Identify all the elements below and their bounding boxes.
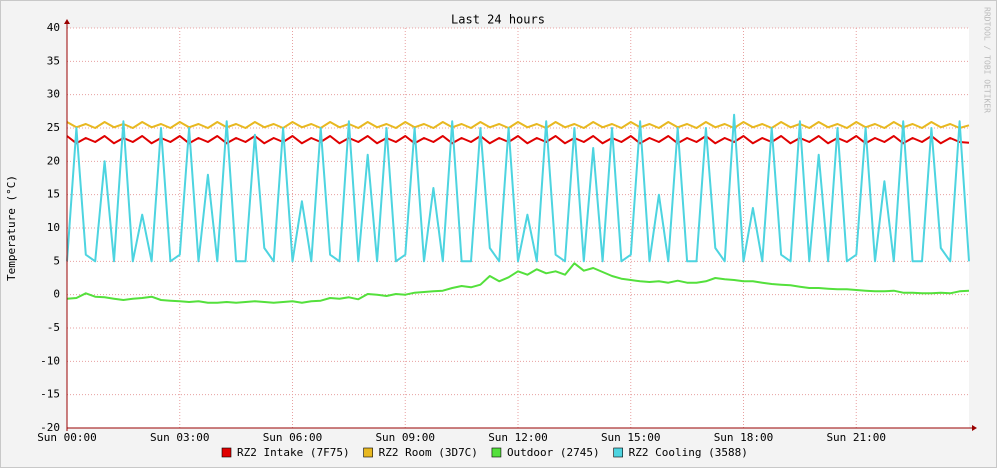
- x-tick-label: Sun 06:00: [263, 431, 323, 444]
- legend-swatch: [221, 447, 232, 458]
- x-arrow: [972, 425, 977, 431]
- lines: [66, 113, 970, 304]
- y-tick-label: 20: [47, 154, 60, 167]
- legend-label: RZ2 Intake (7F75): [237, 446, 350, 459]
- y-tick-label: 10: [47, 221, 60, 234]
- legend-label: RZ2 Room (3D7C): [379, 446, 478, 459]
- legend-label: RZ2 Cooling (3588): [629, 446, 748, 459]
- y-tick-label: 5: [53, 254, 60, 267]
- legend-swatch: [491, 447, 502, 458]
- grid: -20 -15 -10 -5 0 5 10 15 20 25 30 35 40 Sun 00:00 Sun …: [37, 21, 969, 444]
- y-tick-label: 25: [47, 121, 60, 134]
- y-tick-label: -10: [40, 354, 60, 367]
- legend-label: Outdoor (2745): [507, 446, 600, 459]
- y-tick-label: -15: [40, 388, 60, 401]
- x-tick-label: Sun 12:00: [488, 431, 548, 444]
- y-tick-label: 30: [47, 88, 60, 101]
- x-tick-label: Sun 00:00: [37, 431, 97, 444]
- series-line: [66, 262, 970, 304]
- legend-swatch: [363, 447, 373, 458]
- watermark: RRDTOOL / TOBI OETIKER: [983, 7, 992, 113]
- chart-title: Last 24 hours: [451, 13, 545, 27]
- y-tick-label: 40: [47, 21, 60, 34]
- x-tick-label: Sun 03:00: [150, 431, 210, 444]
- y-tick-label: 35: [47, 54, 60, 67]
- y-tick-label: 15: [47, 188, 60, 201]
- y-tick-label: 0: [53, 288, 60, 301]
- x-tick-label: Sun 09:00: [375, 431, 435, 444]
- y-arrow: [64, 19, 70, 24]
- series-line: [66, 113, 970, 263]
- x-tick-label: Sun 18:00: [714, 431, 774, 444]
- series-line: [66, 135, 970, 145]
- legend: RZ2 Intake (7F75) RZ2 Room (3D7C) Outdoor …: [221, 446, 748, 459]
- y-tick-label: -20: [40, 421, 60, 434]
- y-axis-label: Temperature (°C): [5, 175, 18, 281]
- legend-swatch: [613, 447, 623, 458]
- x-tick-label: Sun 21:00: [826, 431, 886, 444]
- y-tick-label: -5: [47, 321, 60, 334]
- series-line: [66, 121, 970, 129]
- x-tick-label: Sun 15:00: [601, 431, 661, 444]
